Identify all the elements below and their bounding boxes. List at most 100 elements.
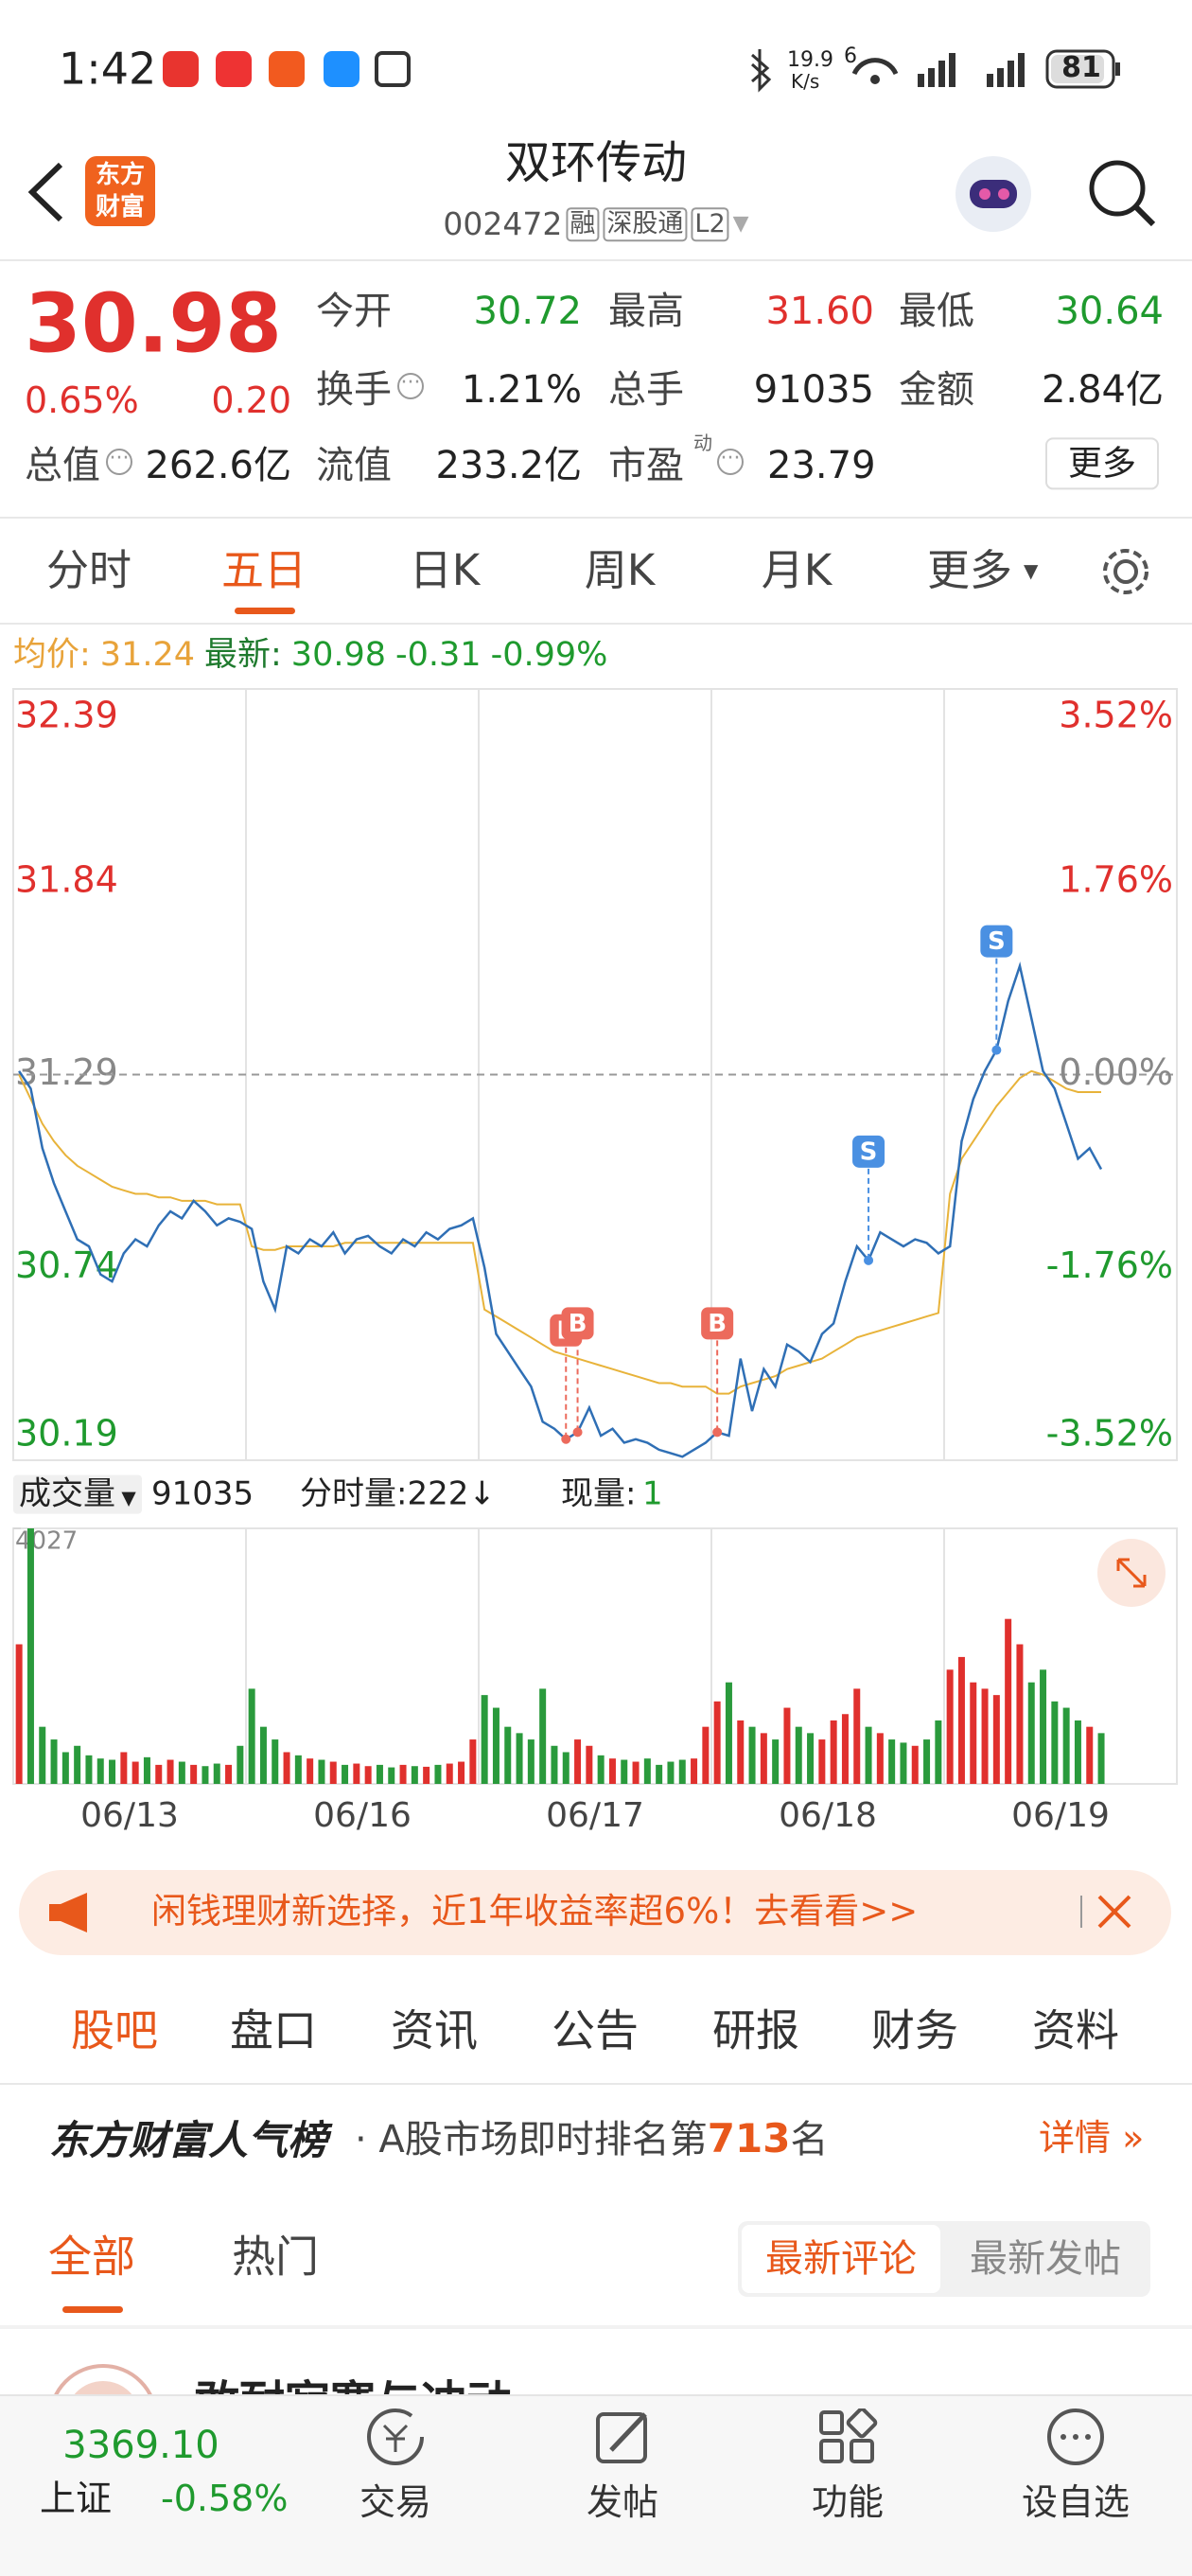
stock-tag: L2	[691, 206, 729, 242]
volume-bar	[888, 1739, 896, 1784]
volume-bar	[469, 1739, 477, 1784]
field-value: 30.64	[1055, 290, 1164, 333]
signal-label: B	[569, 1310, 587, 1338]
index-value[interactable]: 3369.10	[62, 2424, 219, 2467]
back-button[interactable]	[25, 161, 72, 223]
index-name[interactable]: 上证	[40, 2478, 113, 2520]
chart-tab[interactable]: 周K	[584, 545, 656, 595]
promo-banner[interactable]	[19, 1870, 1171, 1955]
signal-badge	[701, 1307, 734, 1340]
info-icon[interactable]: ···	[717, 449, 744, 475]
y-tick-label: 32.39	[15, 695, 118, 736]
volume-bar	[667, 1761, 675, 1784]
section-tab[interactable]: 股吧	[71, 2004, 158, 2056]
volume-total: 91035	[151, 1474, 254, 1513]
app-logo[interactable]: 东方 财富	[85, 156, 155, 226]
filter-tab[interactable]: 热门	[232, 2231, 319, 2283]
volume-bar	[96, 1758, 104, 1784]
volume-bar	[504, 1726, 512, 1784]
signal-dot	[561, 1434, 571, 1444]
chart-area: 32.39 31.84 31.29 30.74 30.19 3.52% 1.76% 0.00%…	[12, 688, 1178, 1835]
volume-label: 成交量	[19, 1474, 115, 1513]
volume-bar	[551, 1745, 558, 1784]
info-icon[interactable]: ···	[106, 449, 132, 475]
x-tick-label: 06/19	[1011, 1796, 1110, 1835]
volume-bar	[307, 1758, 314, 1784]
volume-bar	[399, 1764, 407, 1784]
y-tick-label: 30.19	[15, 1413, 118, 1455]
chart-tab[interactable]: 日K	[409, 545, 481, 595]
filter-tab[interactable]: 全部	[48, 2231, 135, 2283]
nav-item[interactable]: 设自选	[1021, 2481, 1131, 2524]
sort-option[interactable]: 最新评论	[765, 2237, 917, 2281]
nav-item[interactable]: 功能	[811, 2481, 885, 2524]
volume-current: 1	[642, 1474, 663, 1513]
banner-close[interactable]	[1096, 1893, 1133, 1931]
signal-badge	[852, 1135, 885, 1168]
y-tick-label: 31.84	[15, 858, 118, 900]
chart-tab[interactable]: 更多	[926, 545, 1013, 595]
nav-icons	[367, 2408, 1104, 2465]
sort-option[interactable]: 最新发帖	[970, 2237, 1121, 2281]
signal-dot	[572, 1427, 583, 1438]
volume-bar	[865, 1726, 872, 1784]
volume-bar	[167, 1759, 174, 1784]
volume-bar	[725, 1682, 732, 1784]
field-label: 市盈	[608, 444, 684, 487]
avg-value: 31.24	[99, 636, 195, 674]
ranking-prefix: · A股市场即时排名第	[355, 2117, 708, 2161]
volume-selector[interactable]: 成交量 ▼	[13, 1474, 142, 1514]
volume-bar	[516, 1733, 523, 1784]
search-button[interactable]	[1083, 154, 1159, 230]
volume-bar	[481, 1695, 488, 1784]
volume-bar	[748, 1726, 756, 1784]
field-value: 1.21%	[461, 368, 582, 412]
field-value: 31.60	[765, 290, 874, 333]
field-label: 最低	[899, 290, 974, 333]
volume-bar	[283, 1752, 290, 1784]
section-tab[interactable]: 财务	[871, 2004, 958, 2056]
dropdown-caret: ▼	[1024, 559, 1039, 582]
volume-bar	[1097, 1733, 1105, 1784]
volume-bar	[237, 1745, 244, 1784]
volume-bar	[1051, 1701, 1059, 1784]
volume-bar	[970, 1682, 977, 1784]
stock-name: 双环传动	[504, 136, 688, 190]
robot-avatar[interactable]	[951, 151, 1036, 237]
nav-item[interactable]: 交易	[359, 2481, 432, 2524]
stock-code-line: 002472 融 深股通 L2 ▼	[443, 205, 749, 243]
volume-bar	[1074, 1720, 1081, 1784]
ranking-link[interactable]: 详情 »	[1039, 2117, 1145, 2160]
nav-item[interactable]: 发帖	[586, 2481, 659, 2524]
section-tab[interactable]: 盘口	[230, 2004, 317, 2056]
more-button[interactable]: 更多	[1044, 437, 1160, 490]
volume-current-label: 现量:	[561, 1474, 637, 1513]
banner-text[interactable]: 闲钱理财新选择，近1年收益率超6%！去看看>>	[151, 1890, 919, 1932]
chart-tab[interactable]: 分时	[45, 545, 132, 595]
volume-bar	[737, 1720, 745, 1784]
volume-bar	[178, 1761, 185, 1784]
section-tab[interactable]: 研报	[712, 2004, 799, 2056]
latest-label: 最新:	[204, 636, 282, 674]
volume-bar	[272, 1739, 279, 1784]
banner-separator	[1080, 1896, 1082, 1928]
section-tab[interactable]: 资料	[1032, 2004, 1119, 2056]
volume-bar	[935, 1720, 942, 1784]
volume-bar	[342, 1764, 349, 1784]
divider	[0, 2325, 1192, 2329]
volume-bar	[783, 1707, 791, 1784]
volume-bar	[143, 1756, 150, 1784]
volume-bar	[760, 1733, 767, 1784]
chart-tab[interactable]: 五日	[220, 545, 307, 595]
info-icon[interactable]: ···	[397, 373, 424, 399]
volume-bar	[643, 1758, 651, 1784]
index-change[interactable]: -0.58%	[161, 2478, 289, 2520]
volume-bar	[923, 1739, 931, 1784]
section-tab[interactable]: 资讯	[391, 2004, 478, 2056]
volume-bar	[225, 1764, 233, 1784]
settings-button[interactable]	[1097, 543, 1154, 600]
y2-tick-label: 0.00%	[1059, 1051, 1173, 1093]
chart-tab[interactable]: 月K	[761, 545, 833, 595]
y2-tick-label: 1.76%	[1059, 858, 1173, 900]
section-tab[interactable]: 公告	[552, 2004, 639, 2056]
